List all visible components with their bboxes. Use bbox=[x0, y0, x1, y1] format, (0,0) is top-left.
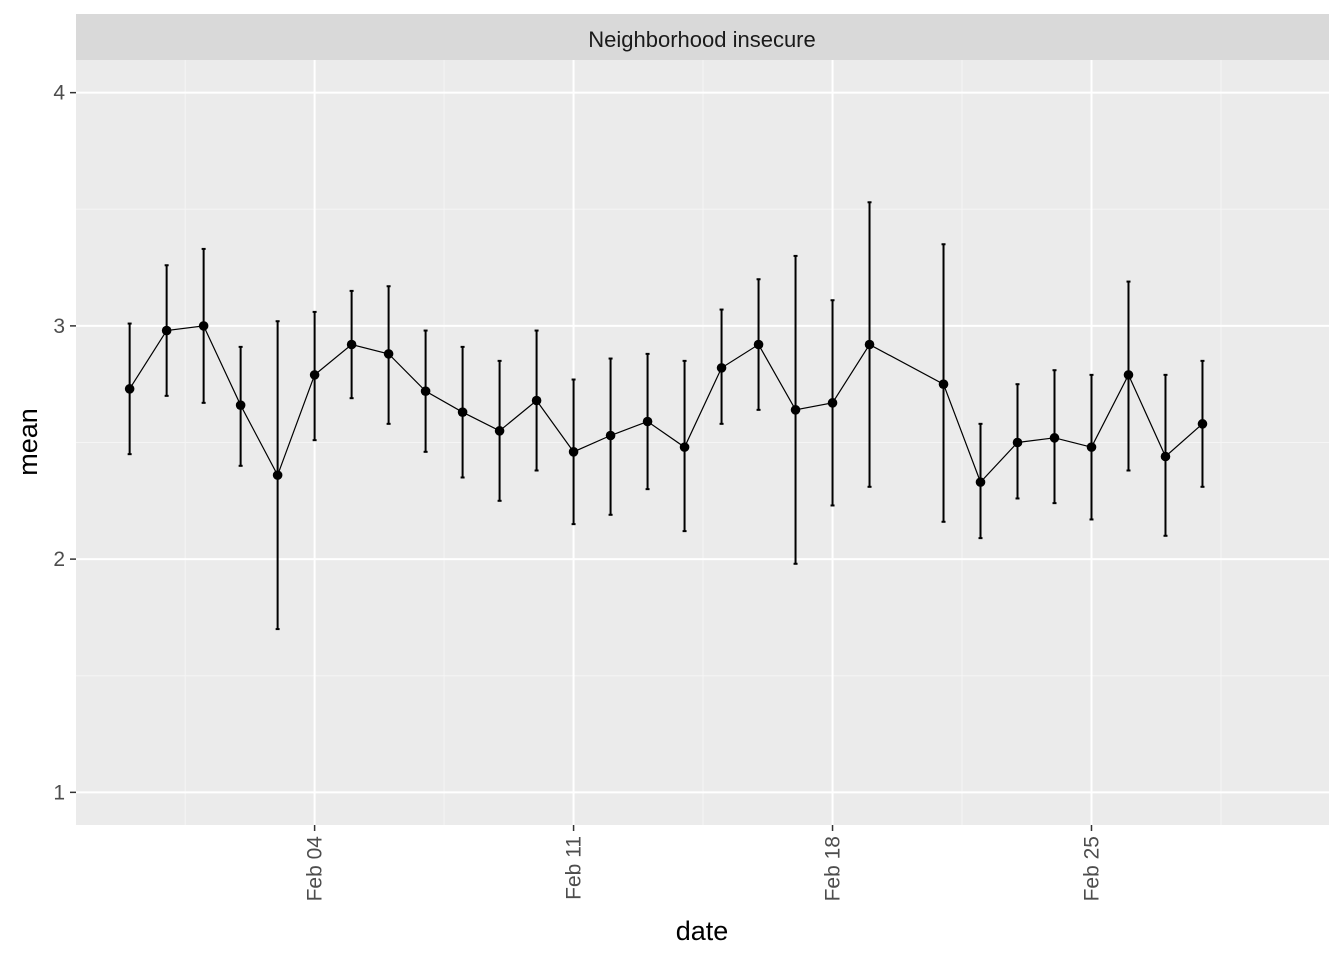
data-point bbox=[272, 470, 283, 480]
data-point bbox=[790, 405, 801, 415]
data-point bbox=[457, 407, 468, 417]
y-tick-label: 1 bbox=[53, 781, 65, 804]
data-point bbox=[1160, 451, 1171, 462]
series bbox=[124, 201, 1208, 631]
y-tick-label: 2 bbox=[53, 548, 65, 571]
data-point bbox=[568, 447, 579, 457]
data-point bbox=[975, 477, 986, 487]
data-point bbox=[494, 426, 505, 436]
strip-background bbox=[76, 14, 1329, 60]
data-point bbox=[124, 384, 135, 394]
data-point bbox=[198, 321, 209, 331]
x-tick-label: Feb 18 bbox=[822, 836, 845, 901]
data-point bbox=[753, 339, 764, 350]
data-point bbox=[716, 363, 727, 373]
y-axis: 1 2 3 4 bbox=[53, 82, 76, 804]
data-point bbox=[1012, 437, 1023, 448]
grid-minor bbox=[76, 60, 1329, 825]
data-point bbox=[679, 442, 690, 452]
data-point bbox=[1123, 370, 1134, 380]
data-point bbox=[1197, 419, 1208, 429]
x-tick-label: Feb 11 bbox=[563, 836, 586, 900]
data-point bbox=[1086, 442, 1097, 452]
panel-title: Neighborhood insecure bbox=[588, 27, 816, 52]
data-point bbox=[605, 430, 616, 441]
data-point bbox=[383, 349, 394, 359]
data-point bbox=[642, 416, 653, 427]
data-point bbox=[864, 339, 875, 350]
data-point bbox=[309, 370, 320, 380]
y-tick-label: 4 bbox=[53, 82, 65, 105]
data-point bbox=[346, 339, 357, 350]
y-tick-label: 3 bbox=[53, 315, 65, 338]
data-point bbox=[235, 400, 246, 410]
data-point bbox=[1049, 433, 1060, 443]
data-point bbox=[531, 395, 542, 406]
x-axis: Feb 04 Feb 11 Feb 18 Feb 25 bbox=[304, 825, 1103, 902]
y-axis-title: mean bbox=[13, 408, 43, 476]
x-axis-title: date bbox=[676, 916, 729, 946]
data-point bbox=[827, 398, 838, 408]
data-point bbox=[420, 386, 431, 396]
x-tick-label: Feb 25 bbox=[1080, 836, 1103, 901]
data-point bbox=[161, 325, 172, 336]
data-point bbox=[938, 379, 949, 389]
x-tick-label: Feb 04 bbox=[304, 836, 327, 902]
